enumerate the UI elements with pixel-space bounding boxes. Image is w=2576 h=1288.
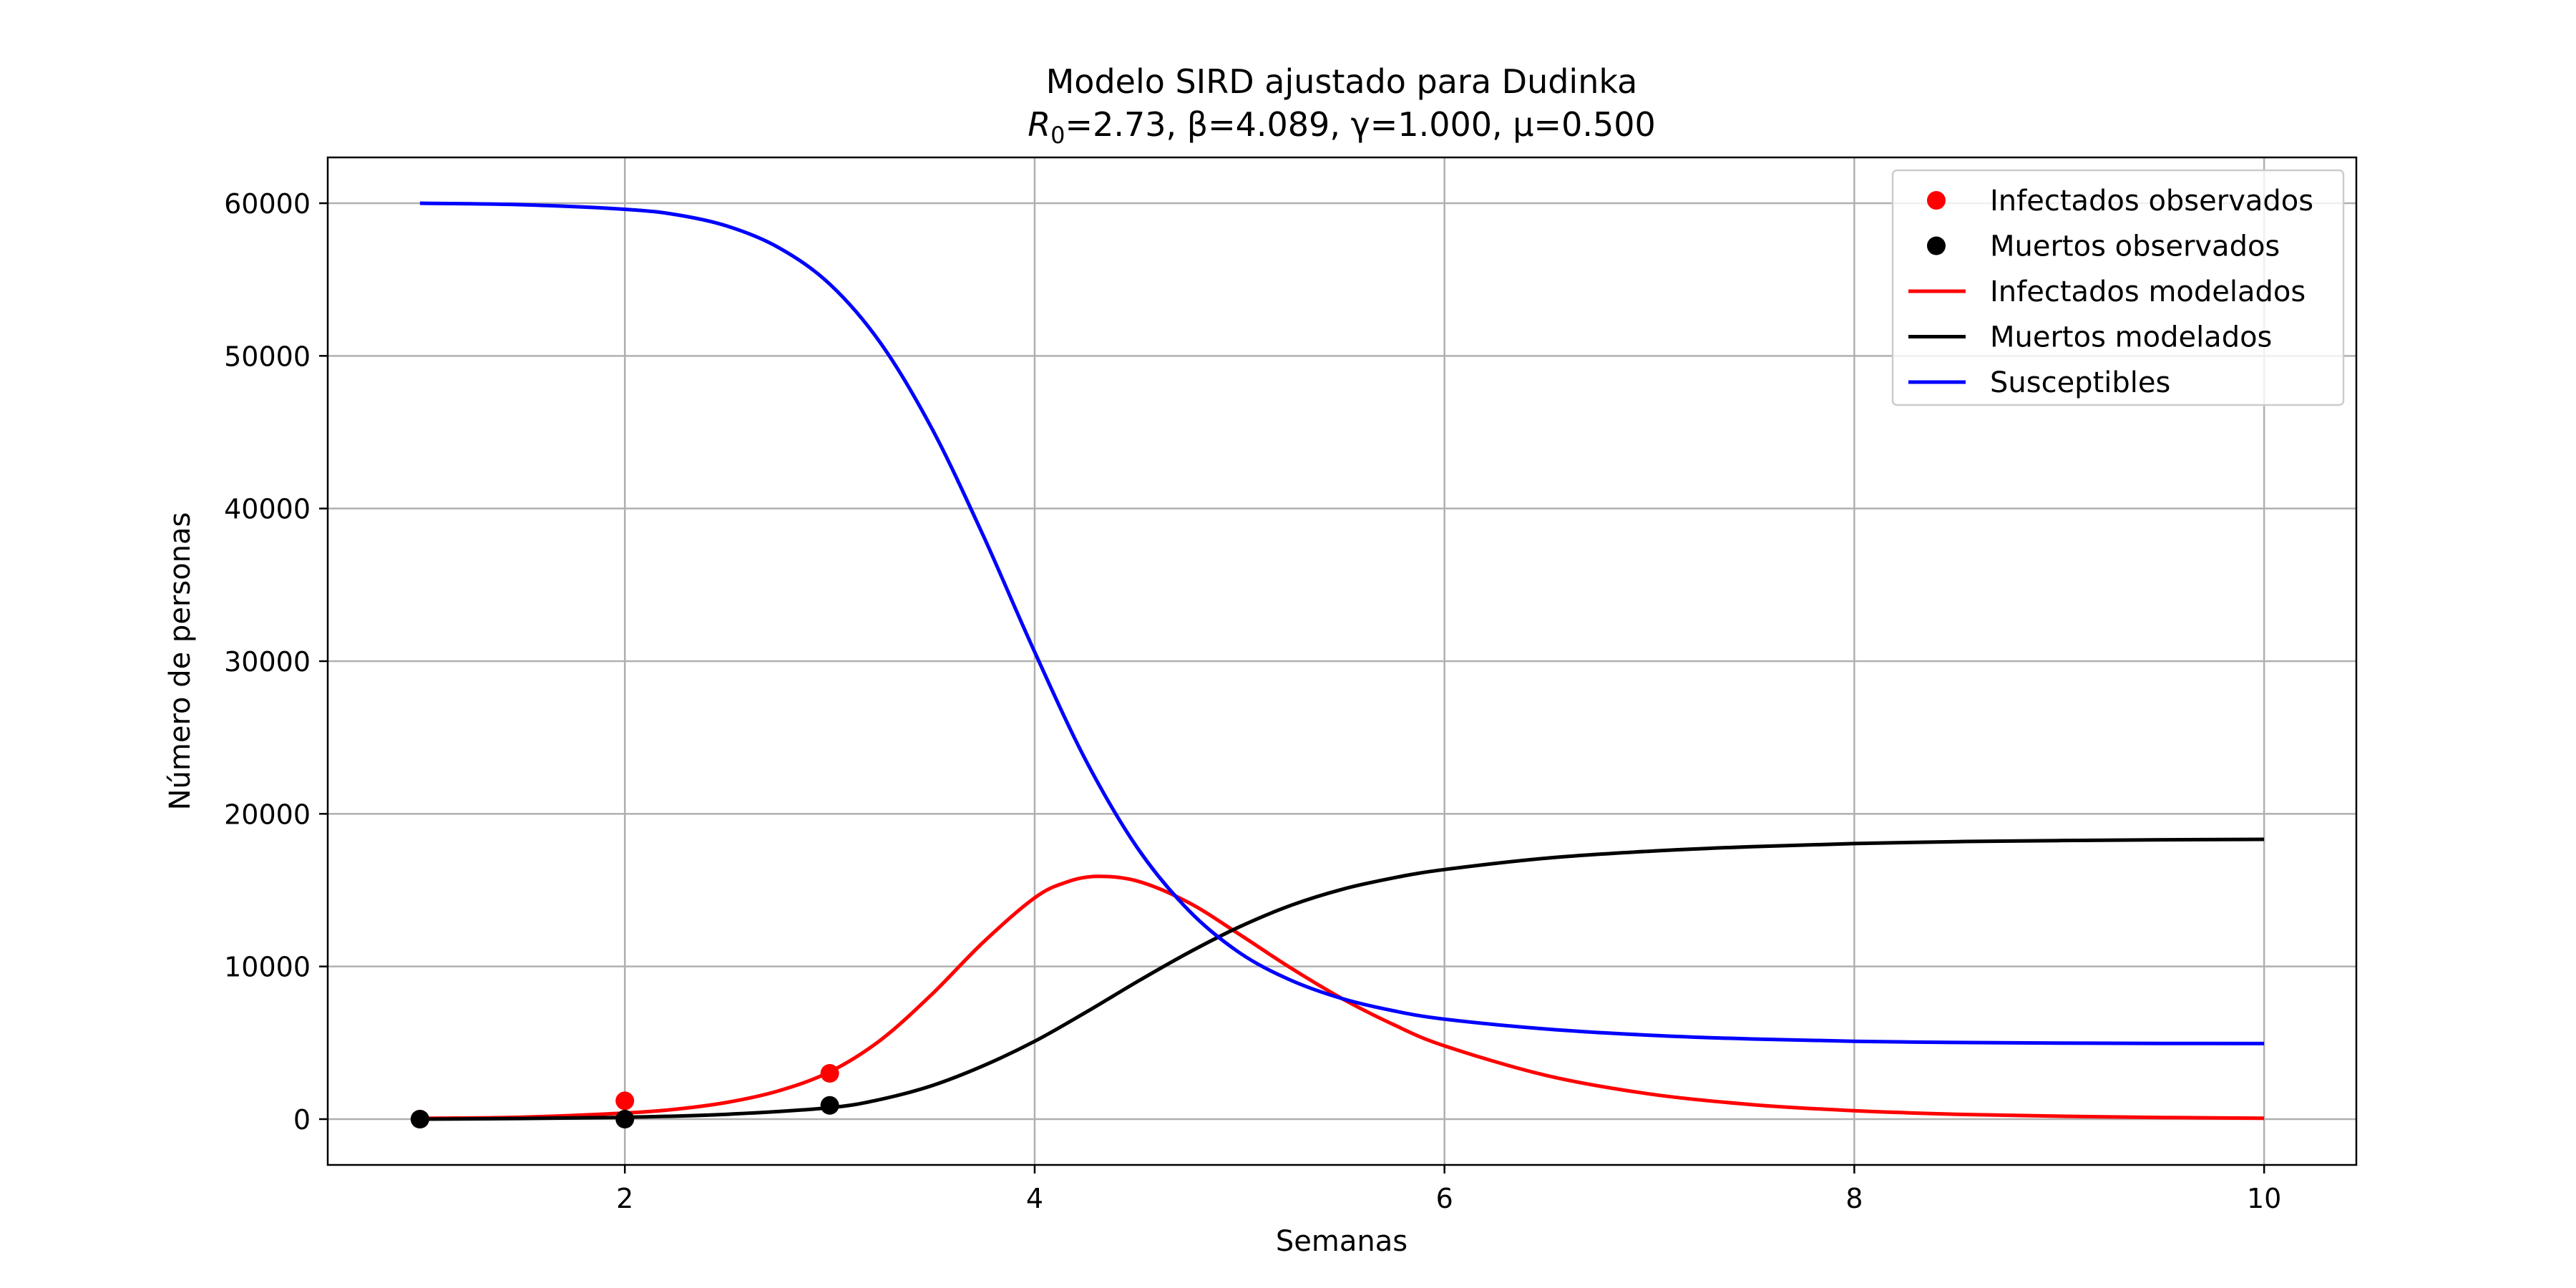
y-tick-label: 0 [293, 1104, 311, 1136]
legend-label: Infectados observados [1990, 185, 2313, 218]
legend-label: Muertos observados [1990, 230, 2280, 263]
series-line-muertos-modelados [419, 837, 2265, 1121]
legend-label: Susceptibles [1990, 366, 2170, 399]
y-tick-label: 20000 [224, 799, 311, 830]
y-tick-label: 50000 [224, 341, 311, 372]
chart-title: Modelo SIRD ajustado para Dudinka [1046, 62, 1638, 101]
legend-label: Muertos modelados [1990, 321, 2272, 354]
r0-symbol: R [1028, 105, 1050, 144]
y-tick-label: 10000 [224, 952, 311, 983]
x-axis-label: Semanas [1276, 1225, 1407, 1258]
y-axis-label: Número de personas [164, 512, 197, 811]
y-tick-label: 40000 [224, 494, 311, 525]
y-tick-label: 30000 [224, 646, 311, 678]
plot-frame [326, 156, 2358, 1166]
legend-box [1891, 169, 2345, 406]
x-tick-label: 6 [1436, 1183, 1453, 1214]
data-point-infectados-observados [820, 1064, 839, 1083]
data-point-infectados-observados [615, 1091, 635, 1111]
legend-marker [1927, 236, 1946, 255]
data-point-muertos-observados [615, 1110, 635, 1128]
series-line-susceptibles [419, 201, 2265, 1045]
x-tick-label: 4 [1026, 1183, 1043, 1214]
x-tick-label: 10 [2247, 1183, 2281, 1214]
x-tick-label: 8 [1845, 1183, 1863, 1214]
data-point-muertos-observados [410, 1110, 429, 1128]
model-params: =2.73, β=4.089, γ=1.000, μ=0.500 [1065, 105, 1656, 144]
x-tick-label: 2 [616, 1183, 633, 1214]
data-point-muertos-observados [820, 1096, 839, 1115]
axis-ticks: 2 4 6 8 10 0 10000 20000 30000 40000 50000 60000 [224, 188, 2281, 1214]
legend-marker [1927, 191, 1946, 210]
r0-subscript: 0 [1050, 122, 1065, 149]
legend: Infectados observados Muertos observados I… [1891, 169, 2345, 406]
legend-label: Infectados modelados [1990, 275, 2306, 308]
chart-subtitle: R0=2.73, β=4.089, γ=1.000, μ=0.500 [1028, 105, 1656, 149]
series-line-infectados-modelados [419, 874, 2265, 1121]
y-tick-label: 60000 [224, 188, 311, 220]
grid [328, 157, 2356, 1165]
plot-series [410, 201, 2265, 1128]
